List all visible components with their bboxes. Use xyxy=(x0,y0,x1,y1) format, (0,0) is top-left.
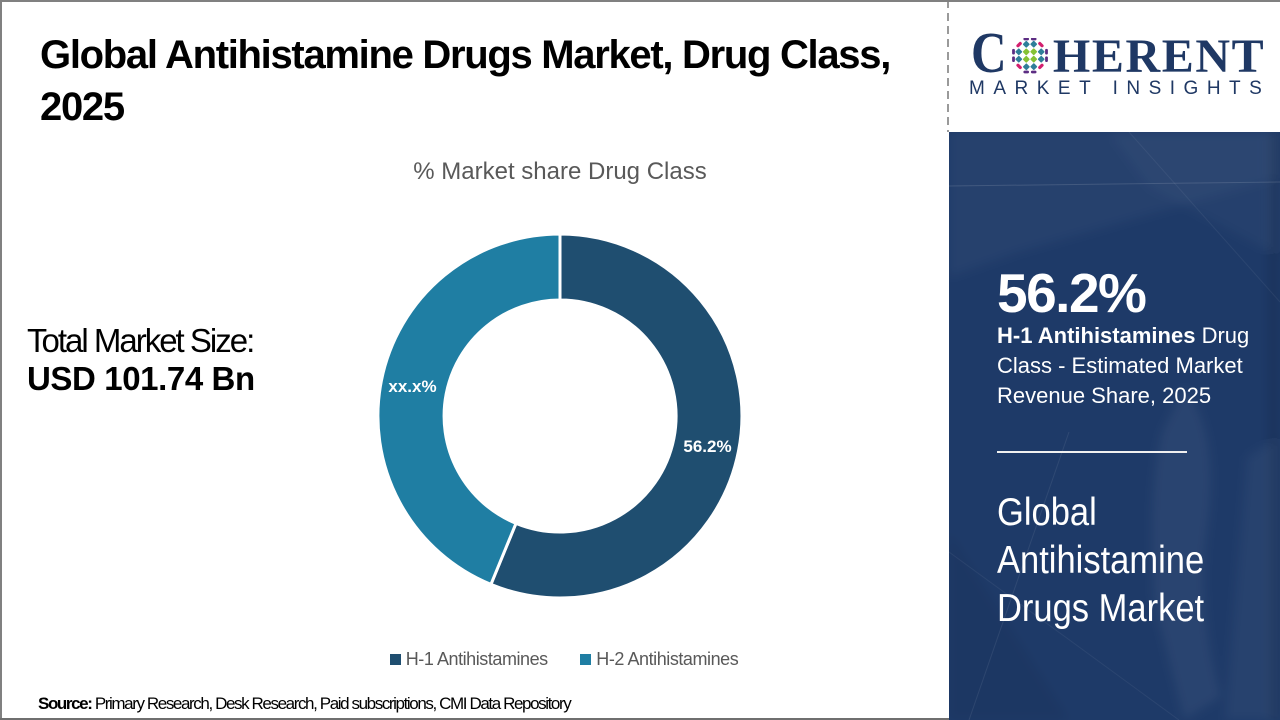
svg-text:xx.x%: xx.x% xyxy=(388,377,436,396)
svg-text:56.2%: 56.2% xyxy=(683,437,731,456)
